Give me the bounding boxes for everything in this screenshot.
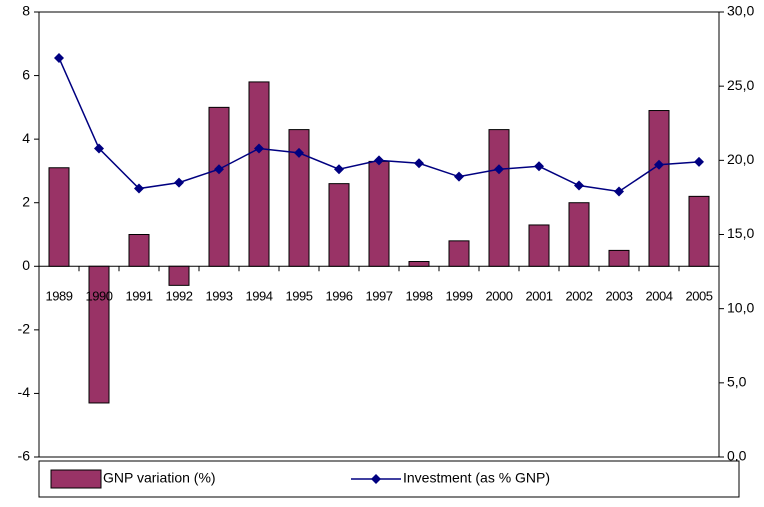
y-tick-label: -4: [18, 384, 31, 400]
x-tick-label: 1994: [246, 289, 273, 304]
bar: [488, 129, 510, 267]
marker: [294, 147, 304, 158]
marker: [134, 183, 144, 194]
marker: [494, 164, 504, 175]
x-tick-label: 2001: [526, 289, 553, 304]
y2-tick-label: 25,0: [727, 77, 754, 93]
y-tick-label: -2: [18, 321, 31, 337]
y-tick-label: 8: [22, 3, 30, 19]
legend-marker: [371, 474, 381, 484]
y2-tick-label: 10,0: [727, 299, 754, 315]
y-tick-label: 4: [22, 130, 30, 146]
x-tick-label: 2003: [606, 289, 633, 304]
x-tick-label: 2000: [486, 289, 513, 304]
x-tick-label: 1997: [366, 289, 393, 304]
bar: [128, 234, 150, 267]
x-tick-label: 1993: [206, 289, 233, 304]
y-tick-label: 2: [22, 193, 30, 209]
legend-label: Investment (as % GNP): [403, 470, 550, 486]
bar: [648, 110, 670, 267]
marker: [614, 186, 624, 197]
bar: [688, 195, 710, 267]
bar: [208, 106, 230, 267]
y-tick-label: 0: [22, 257, 30, 273]
bar: [568, 202, 590, 267]
x-tick-label: 1991: [126, 289, 153, 304]
marker: [694, 156, 704, 167]
marker: [214, 164, 224, 175]
marker: [454, 171, 464, 182]
marker: [574, 180, 584, 191]
x-tick-label: 2005: [686, 289, 713, 304]
bar: [368, 160, 390, 267]
y-tick-label: 6: [22, 66, 30, 82]
x-tick-label: 1998: [406, 289, 433, 304]
bar: [408, 261, 430, 267]
y2-tick-label: 15,0: [727, 225, 754, 241]
bar: [288, 129, 310, 267]
x-tick-label: 1992: [166, 289, 193, 304]
bar: [168, 265, 190, 286]
y-tick-label: -6: [18, 448, 31, 464]
marker: [94, 143, 104, 154]
bar: [88, 265, 110, 404]
x-tick-label: 1995: [286, 289, 313, 304]
x-tick-label: 1989: [46, 289, 73, 304]
bar: [528, 224, 550, 267]
legend-swatch: [50, 469, 102, 489]
marker: [334, 164, 344, 175]
y2-tick-label: 0,0: [727, 448, 747, 464]
bar: [608, 249, 630, 267]
marker: [534, 161, 544, 172]
marker: [414, 158, 424, 169]
bar: [48, 167, 70, 267]
legend-label: GNP variation (%): [103, 470, 216, 486]
x-tick-label: 1990: [86, 289, 113, 304]
y2-tick-label: 30,0: [727, 3, 754, 19]
x-tick-label: 2002: [566, 289, 593, 304]
x-tick-label: 1996: [326, 289, 353, 304]
marker: [374, 155, 384, 166]
marker: [54, 52, 64, 63]
bar: [328, 183, 350, 267]
marker: [174, 177, 184, 188]
bar: [448, 240, 470, 267]
y2-tick-label: 20,0: [727, 151, 754, 167]
marker: [254, 143, 264, 154]
x-tick-label: 2004: [646, 289, 673, 304]
marker: [654, 159, 664, 170]
bar: [248, 81, 270, 267]
y2-tick-label: 5,0: [727, 374, 747, 390]
x-tick-label: 1999: [446, 289, 473, 304]
